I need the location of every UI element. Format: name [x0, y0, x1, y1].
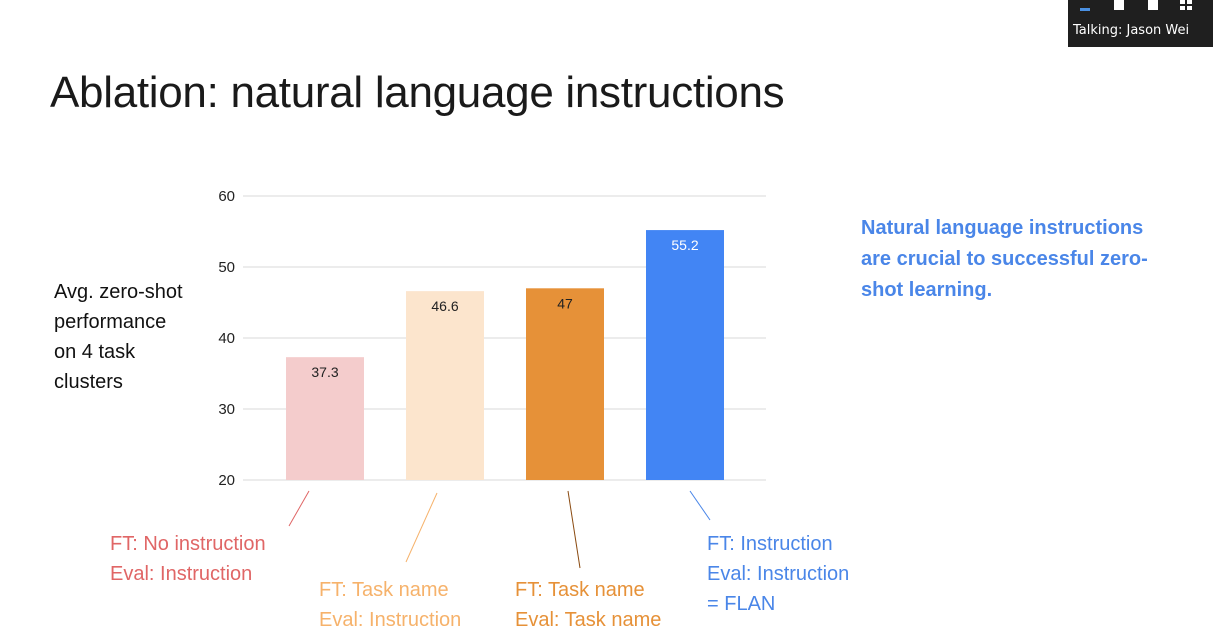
bar-value-label: 37.3: [311, 364, 338, 380]
leader-line: [288, 490, 310, 527]
takeaway-text: Natural language instructions are crucia…: [861, 217, 1148, 301]
caption-flan: FT: Instruction Eval: Instruction = FLAN: [707, 529, 849, 619]
speaker-view-icon[interactable]: [1148, 0, 1158, 10]
leader-line: [689, 490, 711, 521]
y-axis-label: Avg. zero-shot performance on 4 task clu…: [54, 277, 214, 397]
y-axis-label-line: on 4 task: [54, 341, 136, 363]
caption-line: FT: Task name: [515, 579, 645, 601]
bar: [286, 357, 364, 480]
caption-no-instruction: FT: No instruction Eval: Instruction: [110, 529, 266, 589]
bar: [526, 288, 604, 480]
talking-indicator: Talking: Jason Wei: [1073, 23, 1190, 38]
single-view-icon[interactable]: [1114, 0, 1124, 10]
minimize-icon[interactable]: [1080, 8, 1090, 11]
caption-line: Eval: Instruction: [707, 563, 850, 585]
bar-value-label: 46.6: [431, 298, 458, 314]
gallery-view-icon[interactable]: [1180, 0, 1193, 11]
meeting-overlay: Talking: Jason Wei: [1068, 0, 1213, 47]
caption-line: Eval: Instruction: [319, 609, 462, 631]
caption-line: FT: Task name: [319, 579, 449, 601]
leader-line: [567, 490, 581, 569]
y-tick-label: 30: [218, 401, 235, 418]
view-controls: [1080, 0, 1205, 14]
slide-title: Ablation: natural language instructions: [50, 68, 785, 117]
caption-task-name-eval-instruction: FT: Task name Eval: Instruction: [319, 575, 461, 635]
y-axis-label-line: performance: [54, 311, 167, 333]
caption-line: FT: No instruction: [110, 533, 266, 555]
caption-line: Eval: Instruction: [110, 563, 253, 585]
bar-value-label: 55.2: [671, 237, 698, 253]
y-tick-label: 50: [218, 259, 235, 276]
bar-value-label: 47: [557, 295, 573, 311]
caption-task-name-eval-task-name: FT: Task name Eval: Task name: [515, 575, 661, 635]
y-tick-label: 60: [218, 188, 235, 205]
y-tick-label: 20: [218, 472, 235, 489]
leader-line: [405, 492, 438, 563]
y-tick-label: 40: [218, 330, 235, 347]
caption-line: Eval: Task name: [515, 609, 662, 631]
y-axis-label-line: clusters: [54, 371, 123, 393]
y-axis-label-line: Avg. zero-shot: [54, 281, 183, 303]
bar: [646, 230, 724, 480]
caption-line: FT: Instruction: [707, 533, 833, 555]
bar: [406, 291, 484, 480]
caption-line: = FLAN: [707, 593, 776, 615]
